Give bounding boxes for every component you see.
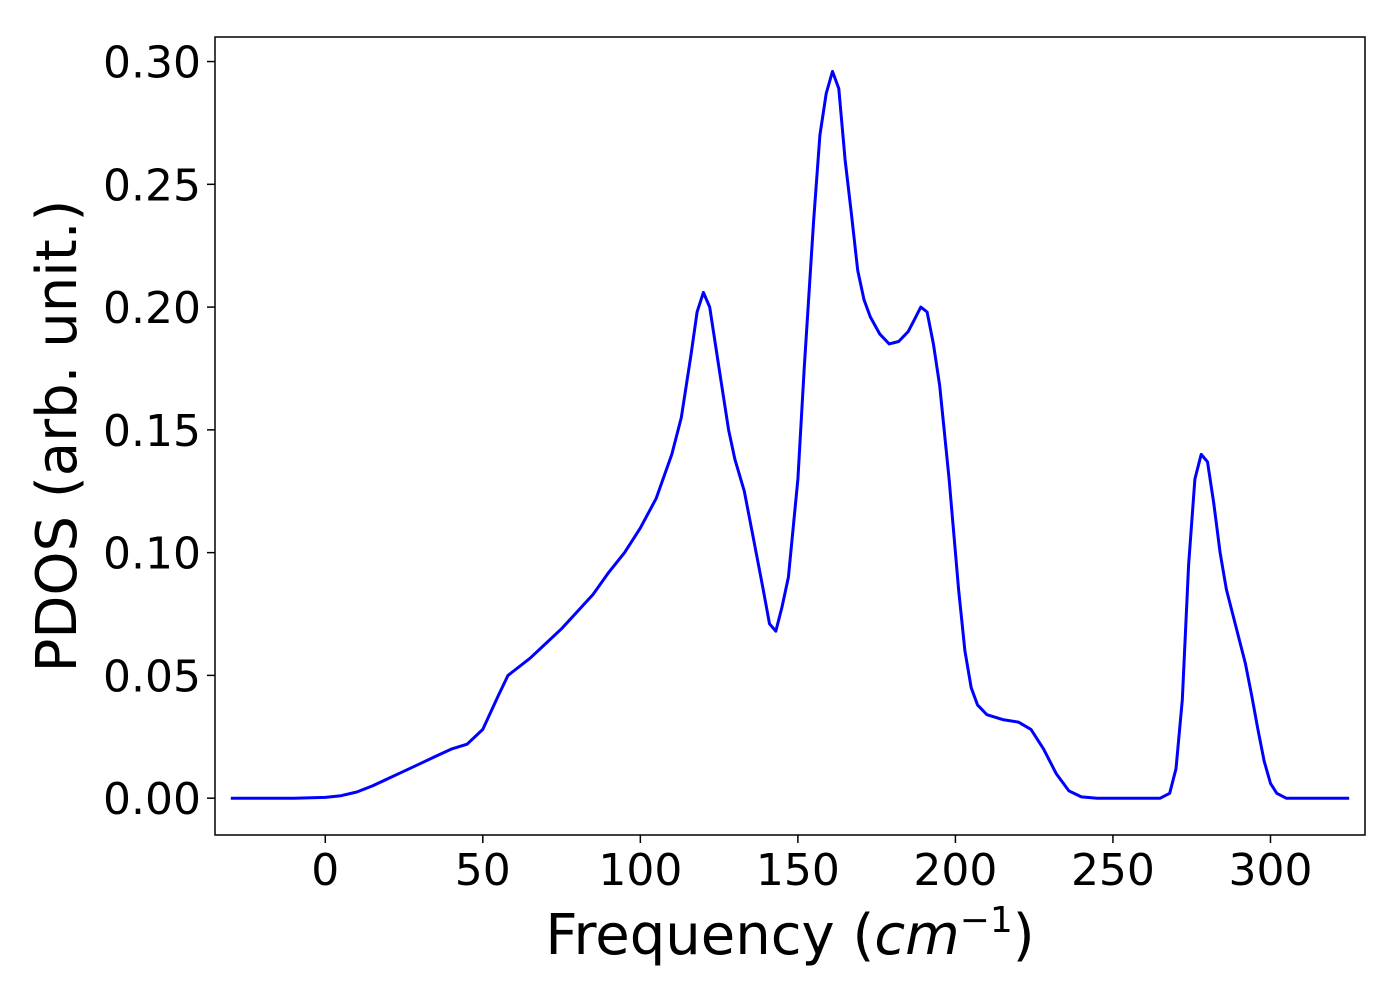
- x-tick-label: 250: [1071, 845, 1155, 896]
- plot-frame: [214, 36, 1366, 836]
- x-axis-title: Frequency (cm−1): [545, 900, 1034, 968]
- y-tick-label: 0.30: [103, 38, 201, 89]
- x-tick-label: 200: [913, 845, 997, 896]
- x-tick-label: 150: [756, 845, 840, 896]
- y-axis-title: PDOS (arb. unit.): [25, 200, 90, 673]
- x-axis-ticks: 0 50 100 150 200 250 300: [311, 835, 1312, 896]
- y-tick-label: 0.25: [103, 160, 201, 211]
- x-tick-label: 100: [598, 845, 682, 896]
- pdos-series-line: [230, 69, 1350, 800]
- y-axis-ticks: 0.00 0.05 0.10 0.15 0.20 0.25 0.30: [103, 38, 215, 825]
- x-tick-label: 300: [1228, 845, 1312, 896]
- y-tick-label: 0.15: [103, 406, 201, 457]
- x-tick-label: 50: [455, 845, 511, 896]
- y-tick-label: 0.10: [103, 529, 201, 580]
- y-tick-label: 0.20: [103, 283, 201, 334]
- y-tick-label: 0.05: [103, 651, 201, 702]
- x-tick-label: 0: [311, 845, 339, 896]
- y-tick-label: 0.00: [103, 774, 201, 825]
